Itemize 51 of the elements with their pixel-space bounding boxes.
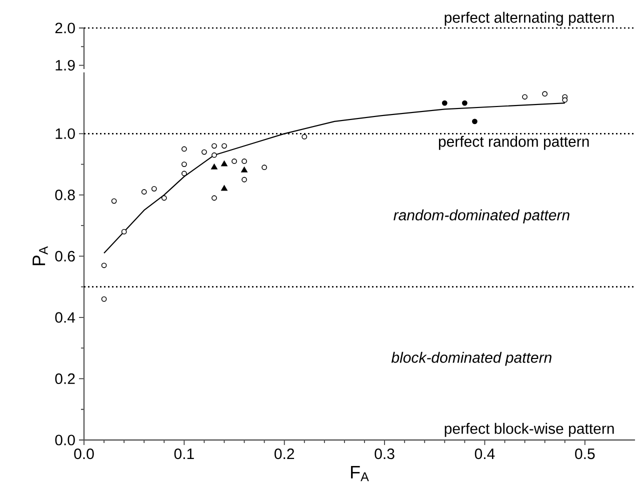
point xyxy=(141,189,147,195)
x-tick-label: 0.4 xyxy=(474,448,495,460)
annotation: block-dominated pattern xyxy=(391,352,552,366)
point xyxy=(212,143,217,149)
y-tick-label: 0.4 xyxy=(55,312,76,323)
point xyxy=(181,162,187,167)
x-tick-label: 0.3 xyxy=(374,448,394,460)
point xyxy=(462,100,468,106)
annotation: random-dominated pattern xyxy=(394,209,570,224)
y-tick-label: 0.8 xyxy=(55,190,75,200)
point xyxy=(161,195,167,201)
point xyxy=(232,158,237,164)
y-tick-label: 0.6 xyxy=(55,250,75,262)
y-axis-title: P$_{A}$ xyxy=(32,246,48,266)
x-tick-label: 0.1 xyxy=(174,448,194,460)
point xyxy=(101,262,107,268)
point xyxy=(542,91,548,97)
point xyxy=(221,160,228,166)
point xyxy=(181,146,187,152)
point xyxy=(111,198,117,204)
point xyxy=(241,166,248,172)
ref-line-label: perfect alternating pattern xyxy=(444,12,614,26)
point xyxy=(181,170,187,176)
point xyxy=(212,152,217,158)
point xyxy=(212,195,217,201)
point xyxy=(242,158,247,164)
point xyxy=(242,176,247,182)
point xyxy=(121,228,127,234)
y-tick-label: 2.0 xyxy=(55,22,75,34)
y-tick-label: 0.2 xyxy=(55,373,75,384)
annotation: perfect block-wise pattern xyxy=(444,422,614,437)
point xyxy=(472,118,478,124)
x-tick-label: 0.0 xyxy=(74,448,94,460)
point xyxy=(101,296,107,302)
x-axis-title: F$_{A}$ xyxy=(351,466,369,482)
point xyxy=(562,97,568,103)
point xyxy=(302,134,308,140)
point xyxy=(221,185,228,191)
y-tick-label: 1.0 xyxy=(56,128,75,139)
x-tick-label: 0.2 xyxy=(274,448,294,460)
x-tick-label: 0.5 xyxy=(575,448,595,460)
point xyxy=(202,149,207,155)
ref-line-label: perfect random pattern xyxy=(438,136,589,150)
y-tick-label: 0.0 xyxy=(55,434,75,446)
point xyxy=(522,94,528,100)
point xyxy=(151,186,157,192)
y-tick-label: 1.9 xyxy=(56,60,75,71)
point xyxy=(211,164,218,170)
point xyxy=(442,100,448,106)
point xyxy=(222,143,227,149)
point xyxy=(262,164,268,170)
